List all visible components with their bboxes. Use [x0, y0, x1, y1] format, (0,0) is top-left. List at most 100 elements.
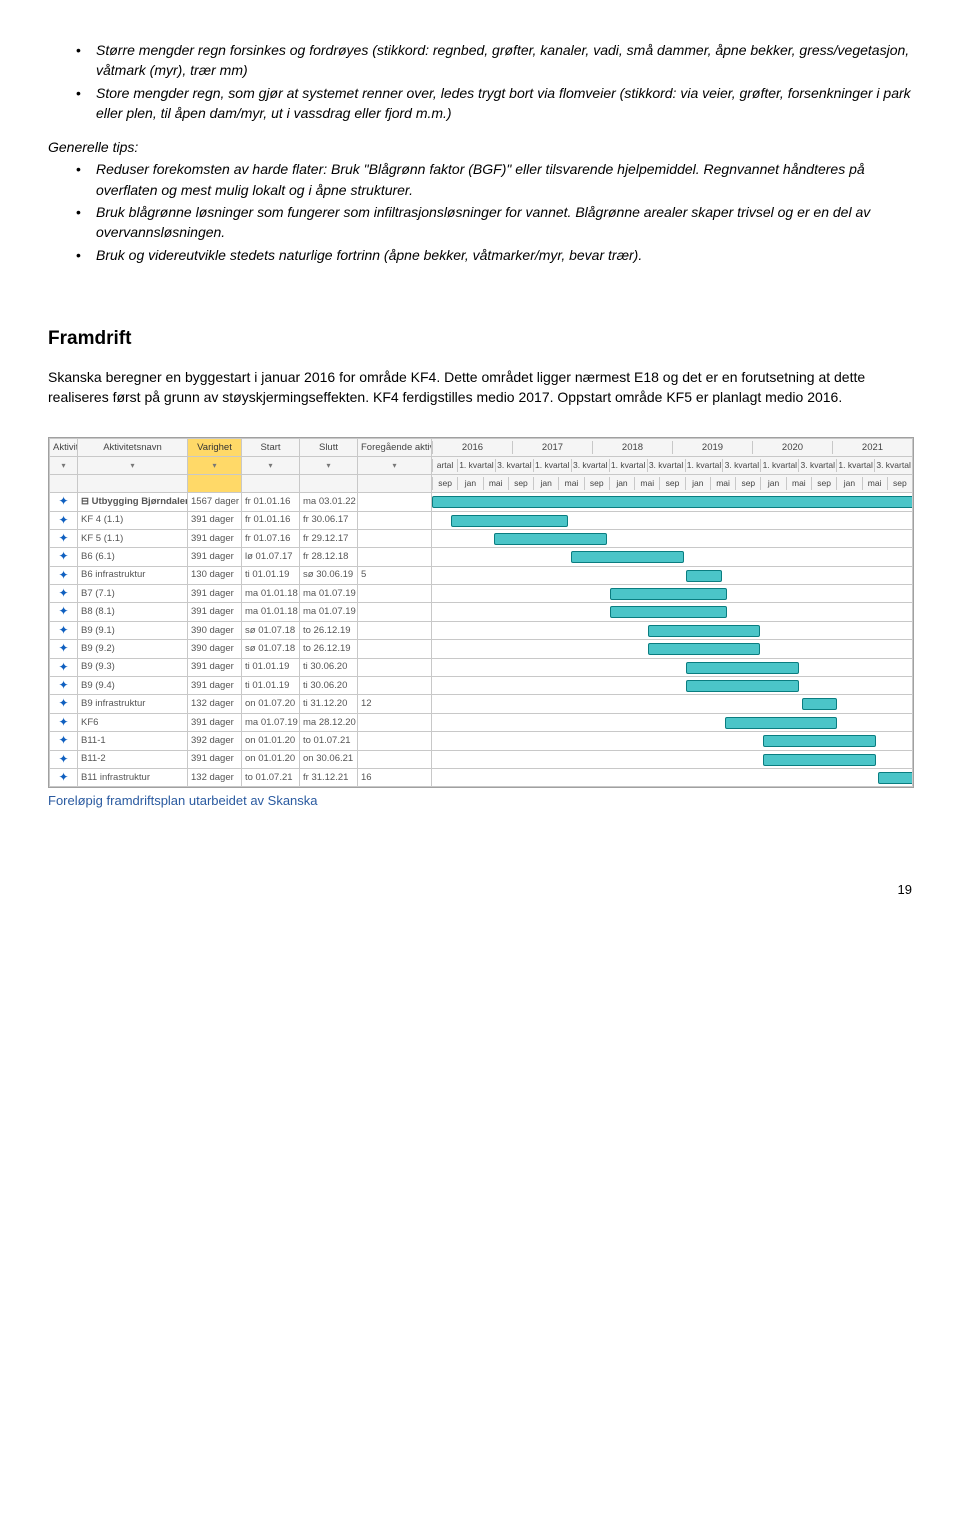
tip-item: Reduser forekomsten av harde flater: Bru…	[76, 159, 912, 200]
task-start: ma 01.01.18	[242, 603, 300, 621]
task-end: to 26.12.19	[300, 621, 358, 639]
task-duration: 390 dager	[188, 621, 242, 639]
task-name: B9 (9.3)	[78, 658, 188, 676]
task-end: ma 01.07.19	[300, 585, 358, 603]
gantt-bar-cell	[432, 548, 913, 566]
task-start: lø 01.07.17	[242, 548, 300, 566]
gantt-row[interactable]: ✦ KF 4 (1.1)391 dagerfr 01.01.16fr 30.06…	[50, 511, 913, 529]
task-start: ti 01.01.19	[242, 658, 300, 676]
task-predecessor	[358, 529, 432, 547]
gantt-row[interactable]: ✦ B9 (9.4)391 dagerti 01.01.19ti 30.06.2…	[50, 677, 913, 695]
gantt-bar	[802, 698, 838, 710]
task-end: fr 29.12.17	[300, 529, 358, 547]
task-icon: ✦	[50, 713, 78, 731]
filter-icon[interactable]: ▾	[300, 457, 358, 475]
task-end: ma 03.01.22	[300, 493, 358, 511]
task-name: KF 5 (1.1)	[78, 529, 188, 547]
bullet-item: Større mengder regn forsinkes og fordrøy…	[76, 40, 912, 81]
task-icon: ✦	[50, 493, 78, 511]
task-start: ti 01.01.19	[242, 566, 300, 584]
task-icon: ✦	[50, 529, 78, 547]
task-end: ti 31.12.20	[300, 695, 358, 713]
gantt-col-header[interactable]: Start	[242, 439, 300, 457]
task-icon: ✦	[50, 695, 78, 713]
gantt-row[interactable]: ✦ B11-2391 dageron 01.01.20on 30.06.21	[50, 750, 913, 768]
gantt-row[interactable]: ✦ B9 (9.1)390 dagersø 01.07.18to 26.12.1…	[50, 621, 913, 639]
task-icon: ✦	[50, 658, 78, 676]
gantt-row[interactable]: ✦ B8 (8.1)391 dagerma 01.01.18ma 01.07.1…	[50, 603, 913, 621]
tip-item: Bruk og videreutvikle stedets naturlige …	[76, 245, 912, 265]
gantt-row[interactable]: ✦ B9 infrastruktur132 dageron 01.07.20ti…	[50, 695, 913, 713]
task-name: B8 (8.1)	[78, 603, 188, 621]
task-icon: ✦	[50, 640, 78, 658]
gantt-bar-cell	[432, 658, 913, 676]
gantt-row[interactable]: ✦ B6 infrastruktur130 dagerti 01.01.19sø…	[50, 566, 913, 584]
task-name: B11-1	[78, 732, 188, 750]
gantt-caption: Foreløpig framdriftsplan utarbeidet av S…	[48, 792, 912, 811]
filter-icon[interactable]: ▾	[188, 457, 242, 475]
filter-icon[interactable]: ▾	[50, 457, 78, 475]
gantt-row[interactable]: ✦ B9 (9.2)390 dagersø 01.07.18to 26.12.1…	[50, 640, 913, 658]
gantt-col-header[interactable]: Varighet	[188, 439, 242, 457]
task-predecessor	[358, 511, 432, 529]
task-end: ma 01.07.19	[300, 603, 358, 621]
filter-icon[interactable]: ▾	[358, 457, 432, 475]
gantt-col-header[interactable]: Slutt	[300, 439, 358, 457]
task-name: B9 infrastruktur	[78, 695, 188, 713]
gantt-col-header[interactable]: Aktivitetsnavn	[78, 439, 188, 457]
gantt-bar	[725, 717, 837, 729]
task-end: ti 30.06.20	[300, 677, 358, 695]
task-start: ti 01.01.19	[242, 677, 300, 695]
task-predecessor: 12	[358, 695, 432, 713]
task-start: on 01.07.20	[242, 695, 300, 713]
gantt-bar-cell	[432, 493, 913, 511]
gantt-row[interactable]: ✦ B7 (7.1)391 dagerma 01.01.18ma 01.07.1…	[50, 585, 913, 603]
gantt-row[interactable]: ✦⊟ Utbygging Bjørndalen1567 dagerfr 01.0…	[50, 493, 913, 511]
task-name: B9 (9.2)	[78, 640, 188, 658]
gantt-bar-cell	[432, 640, 913, 658]
gantt-row[interactable]: ✦ B9 (9.3)391 dagerti 01.01.19ti 30.06.2…	[50, 658, 913, 676]
task-start: on 01.01.20	[242, 732, 300, 750]
section-heading: Framdrift	[48, 325, 912, 353]
gantt-bar	[610, 588, 727, 600]
gantt-bar-cell	[432, 529, 913, 547]
gantt-row[interactable]: ✦ B6 (6.1)391 dagerlø 01.07.17fr 28.12.1…	[50, 548, 913, 566]
gantt-bar	[763, 754, 875, 766]
task-end: to 26.12.19	[300, 640, 358, 658]
task-end: fr 28.12.18	[300, 548, 358, 566]
gantt-col-header[interactable]: Foregående aktiviteter	[358, 439, 432, 457]
task-start: to 01.07.21	[242, 768, 300, 786]
filter-icon[interactable]: ▾	[242, 457, 300, 475]
task-predecessor	[358, 732, 432, 750]
task-predecessor	[358, 621, 432, 639]
task-name: B6 infrastruktur	[78, 566, 188, 584]
task-start: fr 01.01.16	[242, 493, 300, 511]
task-predecessor	[358, 603, 432, 621]
task-start: sø 01.07.18	[242, 621, 300, 639]
gantt-chart: AktiviteAktivitetsnavnVarighetStartSlutt…	[48, 437, 914, 788]
task-name: B9 (9.1)	[78, 621, 188, 639]
gantt-bar	[571, 551, 683, 563]
gantt-row[interactable]: ✦ KF6391 dagerma 01.07.19ma 28.12.20	[50, 713, 913, 731]
gantt-bar-cell	[432, 768, 913, 786]
task-start: on 01.01.20	[242, 750, 300, 768]
task-name: B9 (9.4)	[78, 677, 188, 695]
task-end: sø 30.06.19	[300, 566, 358, 584]
gantt-bar	[610, 606, 727, 618]
bullet-item: Store mengder regn, som gjør at systemet…	[76, 83, 912, 124]
task-predecessor: 16	[358, 768, 432, 786]
task-end: to 01.07.21	[300, 732, 358, 750]
task-duration: 390 dager	[188, 640, 242, 658]
task-name: B6 (6.1)	[78, 548, 188, 566]
filter-icon[interactable]: ▾	[78, 457, 188, 475]
gantt-bar-cell	[432, 603, 913, 621]
gantt-row[interactable]: ✦ KF 5 (1.1)391 dagerfr 01.07.16fr 29.12…	[50, 529, 913, 547]
gantt-bar	[686, 680, 798, 692]
gantt-bar	[451, 515, 568, 527]
task-start: fr 01.07.16	[242, 529, 300, 547]
task-duration: 391 dager	[188, 677, 242, 695]
gantt-row[interactable]: ✦ B11 infrastruktur132 dagerto 01.07.21f…	[50, 768, 913, 786]
gantt-col-header[interactable]: Aktivite	[50, 439, 78, 457]
gantt-bar	[494, 533, 606, 545]
gantt-row[interactable]: ✦ B11-1392 dageron 01.01.20to 01.07.21	[50, 732, 913, 750]
